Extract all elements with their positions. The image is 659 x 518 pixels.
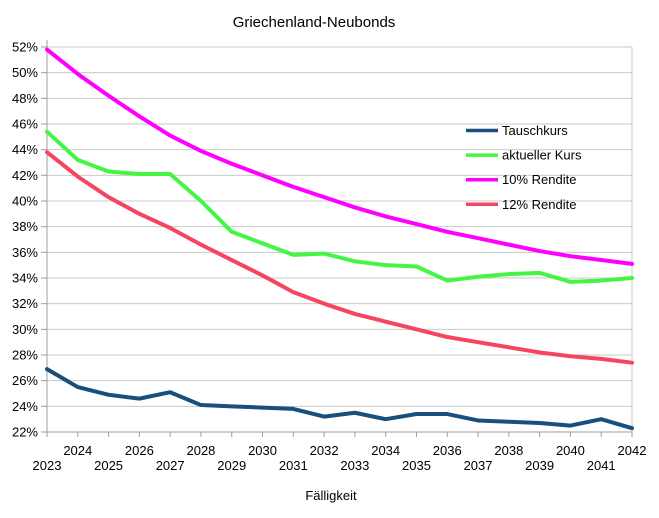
x-tick-label: 2042 <box>618 443 647 458</box>
x-tick-label: 2039 <box>525 458 554 473</box>
legend-label: aktueller Kurs <box>502 148 582 163</box>
x-tick-label: 2026 <box>125 443 154 458</box>
series-line-aktueller-kurs <box>45 129 634 284</box>
x-tick-label: 2035 <box>402 458 431 473</box>
legend-item-10-rendite: 10% Rendite <box>466 172 576 187</box>
legend-label: 10% Rendite <box>502 172 576 187</box>
y-tick-label: 38% <box>12 219 38 234</box>
x-tick-label: 2037 <box>464 458 493 473</box>
y-tick-label: 34% <box>12 271 38 286</box>
series-line-tauschkurs <box>45 367 634 431</box>
x-tick-label: 2038 <box>494 443 523 458</box>
y-axis-tick-labels: 22% 24% 26% 28% 30% 32% 34% 36% 38% 40% 42% 44% 46% 4… <box>12 40 38 440</box>
x-tick-label: 2024 <box>63 443 92 458</box>
legend-label: 12% Rendite <box>502 197 576 212</box>
x-tick-label: 2040 <box>556 443 585 458</box>
x-tick-label: 2032 <box>310 443 339 458</box>
legend-label: Tauschkurs <box>502 123 568 138</box>
y-tick-label: 24% <box>12 399 38 414</box>
axes <box>41 40 633 437</box>
x-tick-label: 2034 <box>371 443 400 458</box>
y-tick-label: 26% <box>12 373 38 388</box>
x-axis-tick-labels: 2023202420252026202720282029203020312032… <box>33 443 647 473</box>
y-tick-label: 44% <box>12 142 38 157</box>
x-tick-label: 2036 <box>433 443 462 458</box>
y-tick-label: 40% <box>12 194 38 209</box>
legend-item-12-rendite: 12% Rendite <box>466 197 576 212</box>
series-line-10-rendite <box>45 47 634 266</box>
y-tick-label: 32% <box>12 296 38 311</box>
y-tick-label: 52% <box>12 40 38 55</box>
x-tick-label: 2028 <box>186 443 215 458</box>
y-tick-label: 42% <box>12 168 38 183</box>
chart-title: Griechenland-Neubonds <box>233 14 396 31</box>
x-tick-label: 2023 <box>33 458 62 473</box>
x-tick-label: 2027 <box>156 458 185 473</box>
gridlines <box>47 46 633 432</box>
x-tick-label: 2030 <box>248 443 277 458</box>
y-tick-label: 48% <box>12 91 38 106</box>
y-tick-label: 28% <box>12 348 38 363</box>
y-tick-label: 22% <box>12 425 38 440</box>
y-tick-label: 36% <box>12 245 38 260</box>
x-axis-title: Fälligkeit <box>305 488 357 503</box>
series-lines <box>45 47 634 431</box>
legend-item-tauschkurs: Tauschkurs <box>466 123 568 138</box>
x-tick-label: 2031 <box>279 458 308 473</box>
x-tick-label: 2029 <box>217 458 246 473</box>
x-tick-label: 2025 <box>94 458 123 473</box>
y-tick-label: 46% <box>12 117 38 132</box>
y-tick-label: 30% <box>12 322 38 337</box>
x-tick-label: 2033 <box>340 458 369 473</box>
x-tick-label: 2041 <box>587 458 616 473</box>
legend-item-aktueller-kurs: aktueller Kurs <box>466 148 582 163</box>
series-line-12-rendite <box>45 150 634 365</box>
y-tick-label: 50% <box>12 65 38 80</box>
legend: Tauschkurs aktueller Kurs 10% Rendite 12% R… <box>466 123 582 212</box>
